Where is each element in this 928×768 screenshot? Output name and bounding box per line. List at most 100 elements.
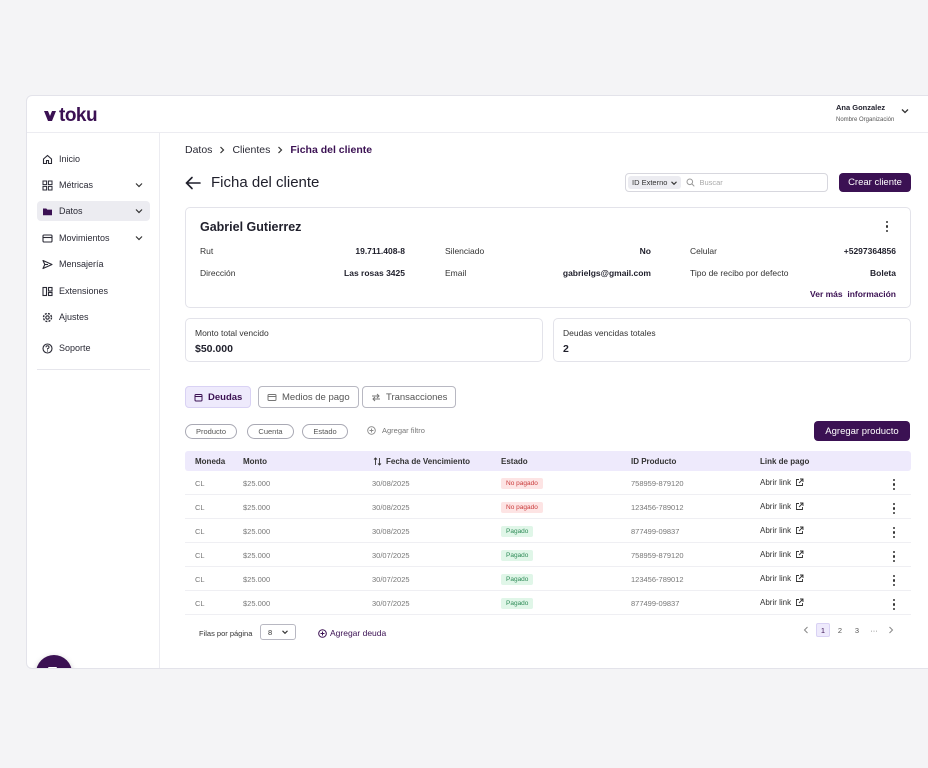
table-footer: Filas por página 8 Agregar deuda 1 2 3 ·… (185, 614, 911, 648)
open-link-label: Abrir link (760, 502, 792, 511)
app-window: toku Ana Gonzalez Nombre Organización In… (26, 95, 928, 669)
cell-monto: $25.000 (243, 599, 271, 608)
next-page-icon[interactable] (884, 623, 898, 637)
header-link-pago[interactable]: Link de pago (760, 457, 810, 466)
sidebar-item-extensiones[interactable]: Extensiones (37, 281, 150, 301)
recibo-label: Tipo de recibo por defecto (690, 268, 789, 278)
stat-label: Deudas vencidas totales (563, 328, 656, 338)
sort-icon[interactable] (373, 457, 382, 466)
sidebar-item-metricas[interactable]: Métricas (37, 175, 150, 195)
add-debt-label: Agregar deuda (330, 628, 387, 638)
id-type-select[interactable]: ID Externo (628, 176, 682, 189)
user-name: Ana Gonzalez (836, 103, 886, 112)
open-link-label: Abrir link (760, 478, 792, 487)
cell-id-producto: 123456-789012 (631, 503, 684, 512)
chat-button[interactable] (36, 655, 72, 668)
header-fecha[interactable]: Fecha de Vencimiento (386, 457, 471, 466)
header-monto[interactable]: Monto (243, 457, 267, 466)
chevron-down-icon (135, 209, 143, 214)
add-debt-button[interactable]: Agregar deuda (318, 628, 386, 638)
search-icon (686, 178, 696, 187)
open-link[interactable]: Abrir link (760, 574, 804, 583)
chevron-right-icon (220, 146, 225, 154)
external-link-icon (796, 478, 804, 486)
sidebar: Inicio Métricas Datos Movimientos Mensaj… (27, 133, 160, 668)
sidebar-divider (37, 369, 150, 370)
external-link-icon (796, 598, 804, 606)
page-3[interactable]: 3 (854, 625, 860, 635)
add-product-button[interactable]: Agregar producto (814, 421, 910, 441)
extensions-icon (42, 286, 53, 297)
create-client-button[interactable]: Crear cliente (839, 173, 911, 192)
row-more-icon[interactable] (893, 527, 896, 539)
status-badge: Pagado (501, 598, 534, 609)
add-filter-button[interactable]: Agregar filtro (367, 426, 425, 435)
breadcrumb-item-clientes[interactable]: Clientes (232, 144, 271, 156)
sidebar-item-ajustes[interactable]: Ajustes (37, 307, 150, 327)
row-more-icon[interactable] (893, 551, 896, 563)
cell-monto: $25.000 (243, 551, 271, 560)
cell-monto: $25.000 (243, 527, 271, 536)
celular-label: Celular (690, 246, 717, 256)
cell-monto: $25.000 (243, 503, 271, 512)
row-more-icon[interactable] (893, 575, 896, 587)
prev-page-icon[interactable] (799, 623, 813, 637)
cell-id-producto: 123456-789012 (631, 575, 684, 584)
rows-per-page-select[interactable]: 8 (260, 624, 296, 640)
sidebar-item-inicio[interactable]: Inicio (37, 149, 150, 169)
wallet-icon (267, 393, 277, 401)
page-ellipsis[interactable]: ··· (870, 625, 878, 635)
row-more-icon[interactable] (893, 503, 896, 515)
filter-chip-producto[interactable]: Producto (185, 424, 237, 439)
table-row: CL $25.000 30/07/2025 Pagado 758959-879120 Ab… (185, 543, 911, 567)
header-estado[interactable]: Estado (501, 457, 528, 466)
status-badge: Pagado (501, 574, 534, 585)
sidebar-item-label: Inicio (59, 154, 81, 164)
plus-circle-icon (367, 426, 376, 435)
search-input[interactable] (699, 178, 810, 187)
filter-chip-estado[interactable]: Estado (302, 424, 348, 439)
status-badge: Pagado (501, 526, 534, 537)
table-row: CL $25.000 30/08/2025 No pagado 758959-87912… (185, 471, 911, 495)
tab-medios-de-pago[interactable]: Medios de pago (258, 386, 359, 408)
filter-chip-cuenta[interactable]: Cuenta (247, 424, 294, 439)
folder-icon (42, 206, 53, 217)
row-more-icon[interactable] (893, 599, 896, 611)
sidebar-item-datos[interactable]: Datos (37, 201, 150, 221)
back-arrow-icon[interactable] (185, 176, 201, 190)
more-info-link[interactable]: Ver más información (810, 289, 896, 299)
open-link[interactable]: Abrir link (760, 526, 804, 535)
header-moneda[interactable]: Moneda (195, 457, 226, 466)
page-2[interactable]: 2 (837, 625, 843, 635)
open-link[interactable]: Abrir link (760, 550, 804, 559)
transfer-icon (372, 393, 380, 401)
help-icon (42, 342, 53, 354)
sidebar-item-mensajeria[interactable]: Mensajería (37, 254, 150, 274)
header-id-producto[interactable]: ID Producto (631, 457, 677, 466)
logo[interactable]: toku (43, 105, 98, 127)
external-link-icon (796, 502, 804, 510)
sidebar-item-label: Métricas (59, 180, 94, 190)
celular-value: +5297364856 (843, 246, 896, 256)
cell-id-producto: 877499-09837 (631, 599, 680, 608)
pagination: 1 2 3 ··· (799, 623, 898, 637)
tab-deudas[interactable]: Deudas (185, 386, 252, 408)
open-link[interactable]: Abrir link (760, 598, 804, 607)
sidebar-item-movimientos[interactable]: Movimientos (37, 228, 150, 248)
row-more-icon[interactable] (893, 479, 896, 491)
cell-moneda: CL (195, 479, 205, 488)
tab-transacciones[interactable]: Transacciones (362, 386, 457, 408)
sidebar-item-label: Movimientos (59, 233, 110, 243)
rut-value: 19.711.408-8 (355, 246, 405, 256)
sidebar-item-soporte[interactable]: Soporte (37, 338, 150, 358)
open-link[interactable]: Abrir link (760, 478, 804, 487)
rows-per-page-value: 8 (268, 627, 273, 637)
user-menu[interactable]: Ana Gonzalez Nombre Organización (836, 103, 894, 123)
cell-monto: $25.000 (243, 575, 271, 584)
chevron-down-icon[interactable] (900, 106, 910, 116)
cell-monto: $25.000 (243, 479, 271, 488)
page-1[interactable]: 1 (816, 623, 830, 637)
open-link[interactable]: Abrir link (760, 502, 804, 511)
more-options-icon[interactable] (886, 221, 889, 233)
breadcrumb-item-datos[interactable]: Datos (185, 144, 213, 156)
